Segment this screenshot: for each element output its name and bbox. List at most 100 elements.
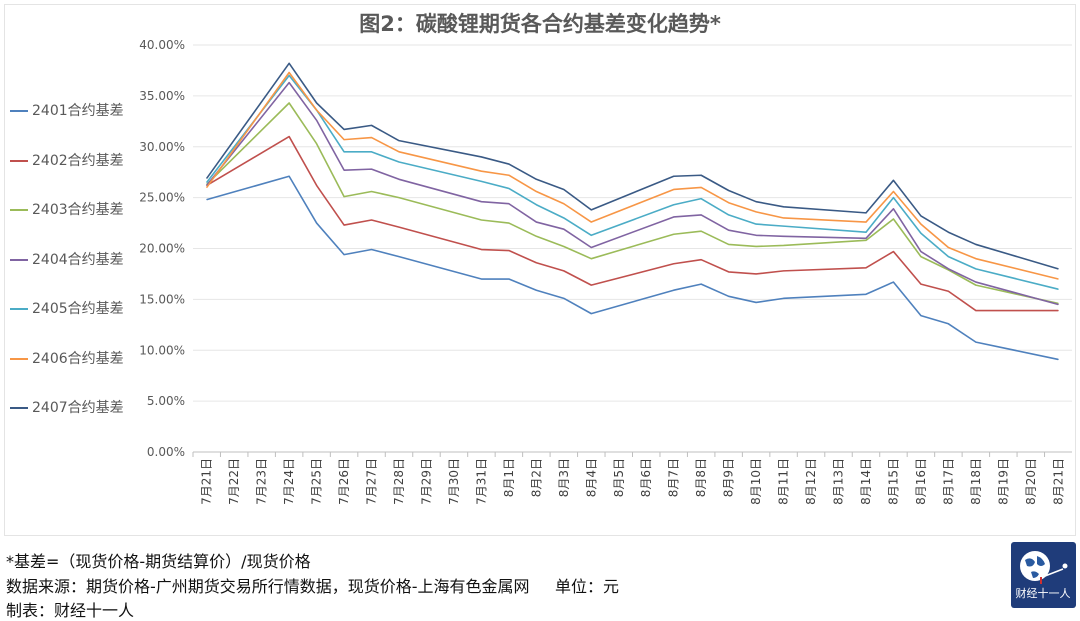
data-point	[316, 143, 318, 145]
data-point	[947, 290, 949, 292]
legend-label: 2406合约基差	[32, 350, 124, 367]
data-point	[371, 168, 373, 170]
x-tick-label: 8月17日	[941, 458, 955, 505]
data-point	[508, 222, 510, 224]
data-point	[316, 102, 318, 104]
data-point	[920, 256, 922, 258]
data-point	[535, 191, 537, 193]
data-point	[288, 82, 290, 84]
data-point	[975, 281, 977, 283]
data-point	[590, 284, 592, 286]
data-point	[590, 313, 592, 315]
data-point	[508, 203, 510, 205]
data-point	[755, 245, 757, 247]
legend-item: 2405合约基差	[10, 298, 145, 318]
data-point	[865, 293, 867, 295]
data-point	[398, 161, 400, 163]
data-point	[892, 251, 894, 253]
y-tick-label: 15.00%	[139, 292, 185, 306]
x-tick-label: 7月22日	[227, 458, 241, 505]
data-point	[755, 273, 757, 275]
chart-frame	[4, 4, 1076, 536]
legend-label: 2403合约基差	[32, 202, 124, 218]
data-point	[892, 208, 894, 210]
data-point	[1057, 268, 1059, 270]
y-tick-label: 10.00%	[139, 343, 185, 357]
data-point	[673, 289, 675, 291]
data-point	[508, 278, 510, 280]
data-point	[371, 249, 373, 251]
x-tick-label: 8月4日	[584, 458, 598, 497]
data-point	[700, 214, 702, 216]
data-point	[783, 225, 785, 227]
data-point	[728, 202, 730, 204]
data-point	[563, 203, 565, 205]
series-line-2406	[206, 71, 1059, 280]
data-point	[783, 235, 785, 237]
y-tick-label: 20.00%	[139, 242, 185, 256]
data-point	[892, 281, 894, 283]
x-tick-label: 7月31日	[474, 458, 488, 505]
data-point	[371, 219, 373, 221]
series-line-2403	[206, 102, 1059, 305]
data-point	[920, 315, 922, 317]
data-point	[590, 209, 592, 211]
data-point	[590, 234, 592, 236]
data-point	[535, 178, 537, 180]
data-point	[892, 218, 894, 220]
data-point	[508, 174, 510, 176]
legend-swatch	[10, 209, 28, 211]
data-point	[288, 175, 290, 177]
data-point	[343, 139, 345, 141]
data-point	[700, 186, 702, 188]
data-point	[920, 215, 922, 217]
x-tick-label: 8月8日	[694, 458, 708, 497]
data-point	[288, 62, 290, 64]
data-point	[728, 271, 730, 273]
data-point	[371, 191, 373, 193]
legend-item: 2403合约基差	[10, 199, 145, 219]
series-line-2407	[206, 62, 1059, 270]
data-point	[947, 231, 949, 233]
legend-label: 2404合约基差	[32, 251, 124, 268]
data-point	[480, 249, 482, 251]
x-tick-label: 8月21日	[1051, 458, 1065, 505]
brand-logo: 财经十一人	[1011, 542, 1076, 608]
data-point	[1057, 358, 1059, 360]
series-line-2405	[206, 74, 1059, 290]
data-point	[920, 232, 922, 234]
globe-icon: 财经十一人	[1016, 551, 1071, 600]
data-point	[865, 267, 867, 269]
data-point	[947, 268, 949, 270]
data-point	[755, 301, 757, 303]
x-tick-label: 7月25日	[310, 458, 324, 505]
x-tick-label: 7月26日	[337, 458, 351, 505]
data-point	[535, 235, 537, 237]
data-point	[728, 214, 730, 216]
data-point	[975, 243, 977, 245]
x-tick-label: 8月7日	[667, 458, 681, 497]
data-point	[535, 289, 537, 291]
data-point	[1057, 303, 1059, 305]
legend-item: 2404合约基差	[10, 249, 145, 269]
data-point	[398, 178, 400, 180]
data-point	[316, 222, 318, 224]
data-point	[975, 284, 977, 286]
data-point	[673, 263, 675, 265]
data-point	[1057, 288, 1059, 290]
data-point	[755, 201, 757, 203]
x-tick-label: 8月1日	[502, 458, 516, 497]
x-tick-label: 8月10日	[749, 458, 763, 505]
data-point	[755, 234, 757, 236]
line-chart: 0.00% 5.00% 10.00% 15.00% 20.00% 25.00% 30.00%…	[139, 38, 1072, 505]
data-point	[673, 188, 675, 190]
data-point	[316, 109, 318, 111]
data-point	[316, 119, 318, 121]
x-tick-label: 7月24日	[282, 458, 296, 505]
data-point	[728, 229, 730, 231]
legend-swatch	[10, 258, 28, 261]
x-tick-label: 8月13日	[832, 458, 846, 505]
x-tick-label: 7月28日	[392, 458, 406, 505]
data-point	[480, 180, 482, 182]
legend-swatch	[10, 407, 28, 409]
